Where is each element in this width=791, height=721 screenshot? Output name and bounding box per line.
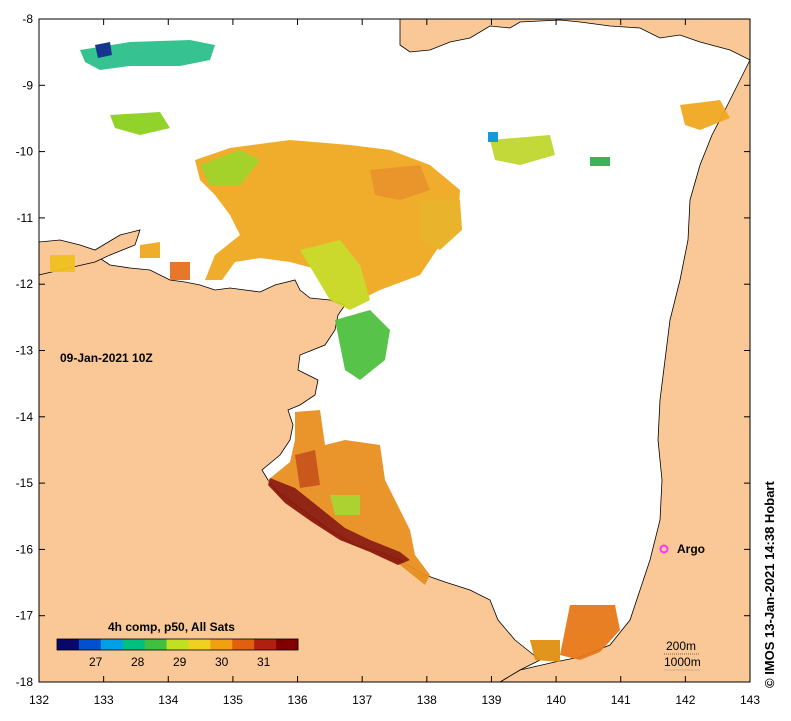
x-tick-label: 142	[675, 693, 695, 707]
colorbar-legend: 4h comp, p50, All Sats 27 28 29 30 31	[56, 620, 299, 669]
date-label: 09-Jan-2021 10Z	[60, 351, 153, 365]
x-tick-label: 140	[546, 693, 566, 707]
y-tick-label: -18	[16, 675, 34, 689]
y-tick-label: -16	[16, 542, 34, 556]
argo-marker	[659, 544, 669, 554]
colorbar-segment	[166, 639, 189, 650]
colorbar-segment	[210, 639, 233, 650]
y-tick-label: -15	[16, 476, 34, 490]
x-tick-label: 136	[288, 693, 308, 707]
y-tick-label: -12	[16, 277, 34, 291]
colorbar-segment	[122, 639, 146, 650]
x-tick-label: 141	[611, 693, 631, 707]
colorbar-segment	[254, 639, 277, 650]
y-tick-label: -13	[16, 344, 34, 358]
colorbar-segment	[57, 639, 80, 650]
sst-data	[50, 40, 730, 662]
legend-tick-30: 30	[215, 655, 229, 669]
colorbar-segment	[100, 639, 124, 650]
argo-label: Argo	[677, 542, 705, 556]
y-tick-label: -11	[17, 211, 34, 225]
legend-tick-29: 29	[173, 655, 187, 669]
y-tick-label: -14	[16, 410, 34, 424]
colorbar-segment	[276, 639, 299, 650]
y-tick-label: -10	[16, 145, 34, 159]
depth-label-1000m: 1000m	[664, 655, 701, 669]
legend-tick-27: 27	[89, 655, 103, 669]
land-north-coast	[399, 18, 751, 61]
x-tick-label: 134	[158, 693, 178, 707]
y-axis: -8 -9 -10 -11 -12 -13 -14 -15 -16 -17 -18	[16, 12, 750, 689]
colorbar-segment	[144, 639, 168, 650]
y-tick-label: -8	[22, 12, 33, 26]
x-tick-label: 137	[352, 693, 372, 707]
colorbar-segment	[188, 639, 211, 650]
x-tick-label: 132	[29, 693, 49, 707]
x-tick-label: 135	[223, 693, 243, 707]
colorbar-segment	[232, 639, 255, 650]
x-axis: 132 133 134 135 136 137 138 139 140 141 142 143	[29, 19, 760, 707]
legend-tick-28: 28	[131, 655, 145, 669]
legend-title: 4h comp, p50, All Sats	[108, 620, 235, 634]
colorbar-segment	[78, 639, 102, 650]
depth-legend: 200m 1000m	[664, 639, 701, 671]
credit-text: © IMOS 13-Jan-2021 14:38 Hobart	[762, 481, 777, 688]
x-tick-label: 138	[417, 693, 437, 707]
depth-label-200m: 200m	[666, 639, 696, 653]
y-tick-label: -9	[22, 78, 33, 92]
x-tick-label: 139	[481, 693, 501, 707]
x-tick-label: 133	[94, 693, 114, 707]
land-cape-york	[498, 59, 751, 683]
x-tick-label: 143	[740, 693, 760, 707]
y-tick-label: -17	[16, 609, 34, 623]
colorbar	[57, 639, 299, 650]
legend-tick-31: 31	[257, 655, 271, 669]
